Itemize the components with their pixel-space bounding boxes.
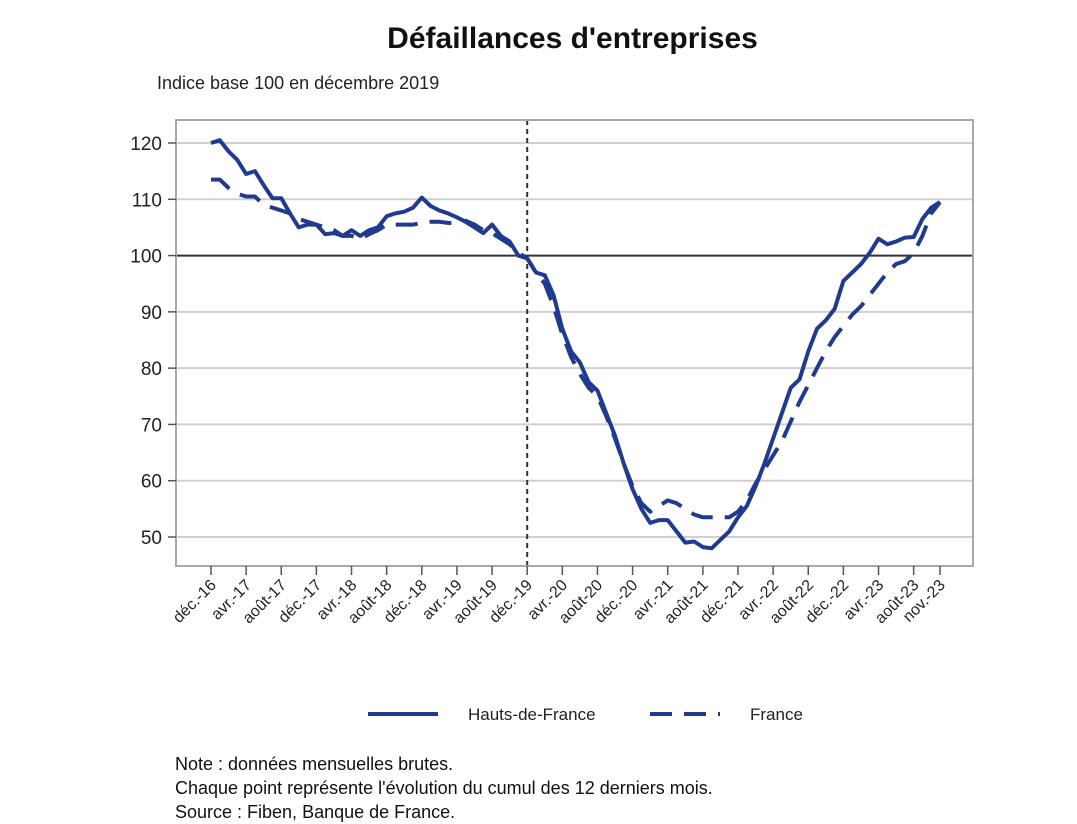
legend-label: France [750,705,803,724]
series-line-france [211,177,942,520]
series-layer [210,138,942,551]
legend-label: Hauts-de-France [468,705,596,724]
y-tick-label: 110 [132,190,162,211]
y-tick-label: 80 [141,359,162,380]
note-line: Chaque point représente l'évolution du c… [175,778,713,798]
y-axis: 50 60 70 80 90 100 110 120 [130,134,176,549]
chart-subtitle: Indice base 100 en décembre 2019 [157,73,440,93]
series-line-hauts-de-france [210,138,942,551]
chart: 50 60 70 80 90 100 110 120 déc.-16avr.-17août-1… [130,119,974,724]
chart-title: Défaillances d'entreprises [387,22,758,55]
y-tick-label: 90 [141,303,162,324]
notes: Note : données mensuelles brutes. Chaque… [175,752,713,824]
y-tick-label: 120 [130,134,162,155]
x-tick-label: déc.-16 [170,577,220,627]
grid-layer [176,142,973,538]
note-line: Note : données mensuelles brutes. [175,754,454,774]
plot-frame [175,119,974,567]
y-tick-label: 60 [141,472,162,493]
x-axis: déc.-16avr.-17août-17déc.-17avr.-18août-… [170,566,949,627]
y-tick-label: 100 [130,247,162,268]
y-tick-label: 70 [141,415,162,436]
reference-lines [176,120,973,566]
note-line: Source : Fiben, Banque de France. [175,802,456,822]
y-tick-label: 50 [141,528,162,549]
legend: Hauts-de-France France [368,705,803,724]
